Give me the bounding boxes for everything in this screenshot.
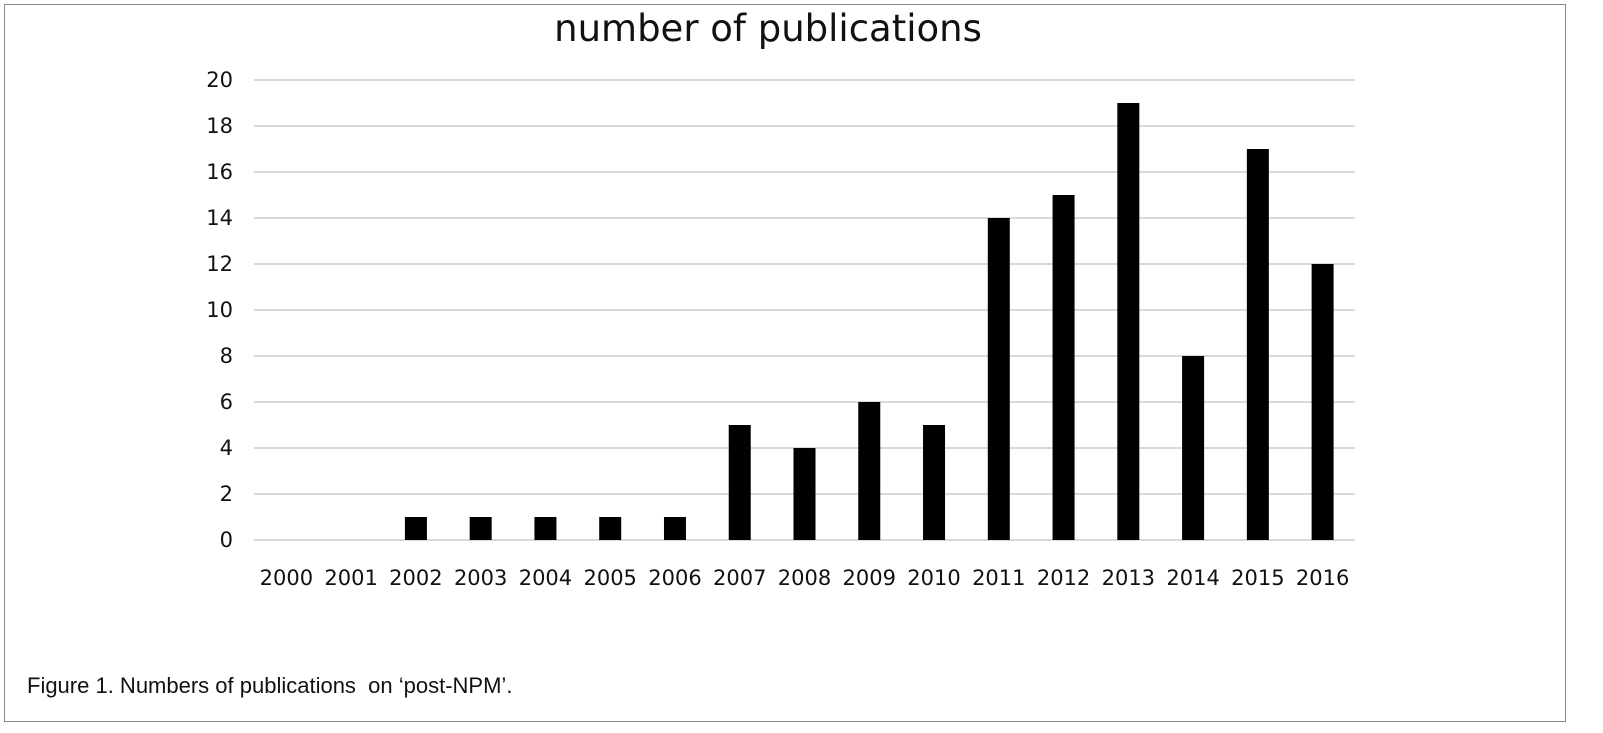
bar-2007 xyxy=(728,425,751,540)
y-tick-label: 2 xyxy=(220,482,233,506)
y-tick-label: 10 xyxy=(206,298,233,322)
gridlines xyxy=(254,79,1355,541)
chart-title: number of publications xyxy=(554,7,982,50)
x-tick-label: 2011 xyxy=(972,566,1025,590)
y-tick-label: 18 xyxy=(206,114,233,138)
x-tick-label: 2005 xyxy=(583,566,636,590)
y-tick-label: 16 xyxy=(206,160,233,184)
bar-chart: number of publications 0 2 4 6 8 10 12 14 16 18 20… xyxy=(206,7,1355,590)
x-tick-label: 2001 xyxy=(324,566,377,590)
y-axis-tick-labels: 0 2 4 6 8 10 12 14 16 18 20 xyxy=(206,68,233,552)
x-tick-label: 2000 xyxy=(260,566,313,590)
y-tick-label: 0 xyxy=(220,528,233,552)
x-tick-label: 2010 xyxy=(907,566,960,590)
bar-2008 xyxy=(793,448,816,540)
x-tick-label: 2015 xyxy=(1231,566,1284,590)
bar-2016 xyxy=(1311,264,1334,540)
y-tick-label: 4 xyxy=(220,436,233,460)
y-tick-label: 6 xyxy=(220,390,233,414)
x-tick-label: 2016 xyxy=(1296,566,1349,590)
figure-caption: Figure 1. Numbers of publications on ‘po… xyxy=(27,673,513,698)
x-tick-label: 2012 xyxy=(1037,566,1090,590)
bar-2004 xyxy=(534,517,557,540)
y-tick-label: 8 xyxy=(220,344,233,368)
bar-2015 xyxy=(1246,149,1269,540)
bars xyxy=(404,103,1334,540)
x-tick-label: 2006 xyxy=(648,566,701,590)
bar-2011 xyxy=(987,218,1010,540)
figure-frame: number of publications 0 2 4 6 8 10 12 14 16 18 20… xyxy=(4,4,1566,722)
bar-2006 xyxy=(663,517,686,540)
x-tick-label: 2009 xyxy=(843,566,896,590)
x-tick-label: 2003 xyxy=(454,566,507,590)
y-tick-label: 12 xyxy=(206,252,233,276)
y-tick-label: 20 xyxy=(206,68,233,92)
bar-2013 xyxy=(1117,103,1140,540)
bar-2005 xyxy=(599,517,622,540)
x-tick-label: 2007 xyxy=(713,566,766,590)
x-tick-label: 2002 xyxy=(389,566,442,590)
bar-2010 xyxy=(923,425,946,540)
x-tick-label: 2004 xyxy=(519,566,572,590)
x-tick-label: 2008 xyxy=(778,566,831,590)
bar-2014 xyxy=(1182,356,1205,540)
y-tick-label: 14 xyxy=(206,206,233,230)
x-axis-tick-labels: 2000 2001 2002 2003 2004 2005 2006 2007 2008 2009… xyxy=(260,566,1350,590)
bar-2003 xyxy=(469,517,492,540)
bar-2009 xyxy=(858,402,881,540)
x-tick-label: 2014 xyxy=(1166,566,1219,590)
bar-2012 xyxy=(1052,195,1075,540)
x-tick-label: 2013 xyxy=(1102,566,1155,590)
bar-2002 xyxy=(404,517,427,540)
